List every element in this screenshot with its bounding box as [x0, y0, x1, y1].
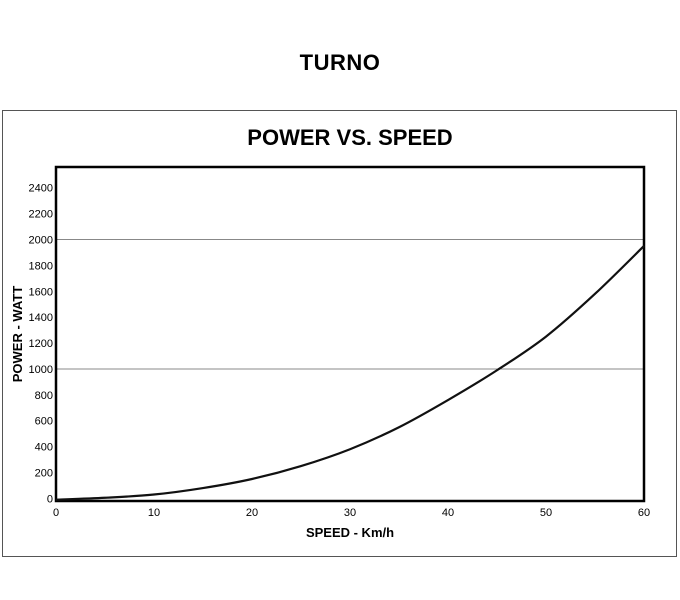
x-tick-label: 20 — [246, 507, 258, 519]
chart-title: POWER VS. SPEED — [247, 125, 452, 150]
y-tick-label: 1000 — [29, 364, 53, 376]
y-tick-label: 1400 — [29, 312, 53, 324]
plot-area — [54, 165, 646, 503]
y-tick-label: 1600 — [29, 286, 53, 298]
y-tick-label: 2000 — [29, 234, 53, 246]
grid-lines — [56, 238, 644, 370]
x-axis-ticks: 0 10 20 30 40 50 60 — [53, 507, 650, 519]
y-tick-label: 1200 — [29, 338, 53, 350]
y-tick-label: 1800 — [29, 260, 53, 272]
x-axis-label: SPEED - Km/h — [306, 525, 394, 540]
y-tick-label: 2400 — [29, 183, 53, 195]
y-tick-label: 400 — [35, 442, 53, 454]
x-tick-label: 0 — [53, 507, 59, 519]
chart-frame: POWER VS. SPEED 0 200 400 600 800 1000 1200 140… — [2, 110, 677, 557]
power-speed-chart: POWER VS. SPEED 020040060080010001200140… — [10, 125, 650, 540]
x-tick-label: 30 — [344, 507, 356, 519]
series-line-power — [55, 245, 645, 501]
y-tick-label: 0 — [47, 493, 53, 505]
x-tick-label: 60 — [638, 507, 650, 519]
x-tick-label: 40 — [442, 507, 454, 519]
y-tick-label: 800 — [35, 390, 53, 402]
x-tick-label: 50 — [540, 507, 552, 519]
y-tick-label: 2200 — [29, 209, 53, 221]
page-title: TURNO — [299, 50, 381, 75]
x-tick-label: 10 — [148, 507, 160, 519]
y-axis-label: POWER - WATT — [10, 286, 25, 383]
y-tick-label: 200 — [35, 468, 53, 480]
y-tick-label: 600 — [35, 416, 53, 428]
y-axis-ticks: 0 200 400 600 800 1000 1200 1400 1600 1800 2000 220… — [29, 183, 53, 506]
